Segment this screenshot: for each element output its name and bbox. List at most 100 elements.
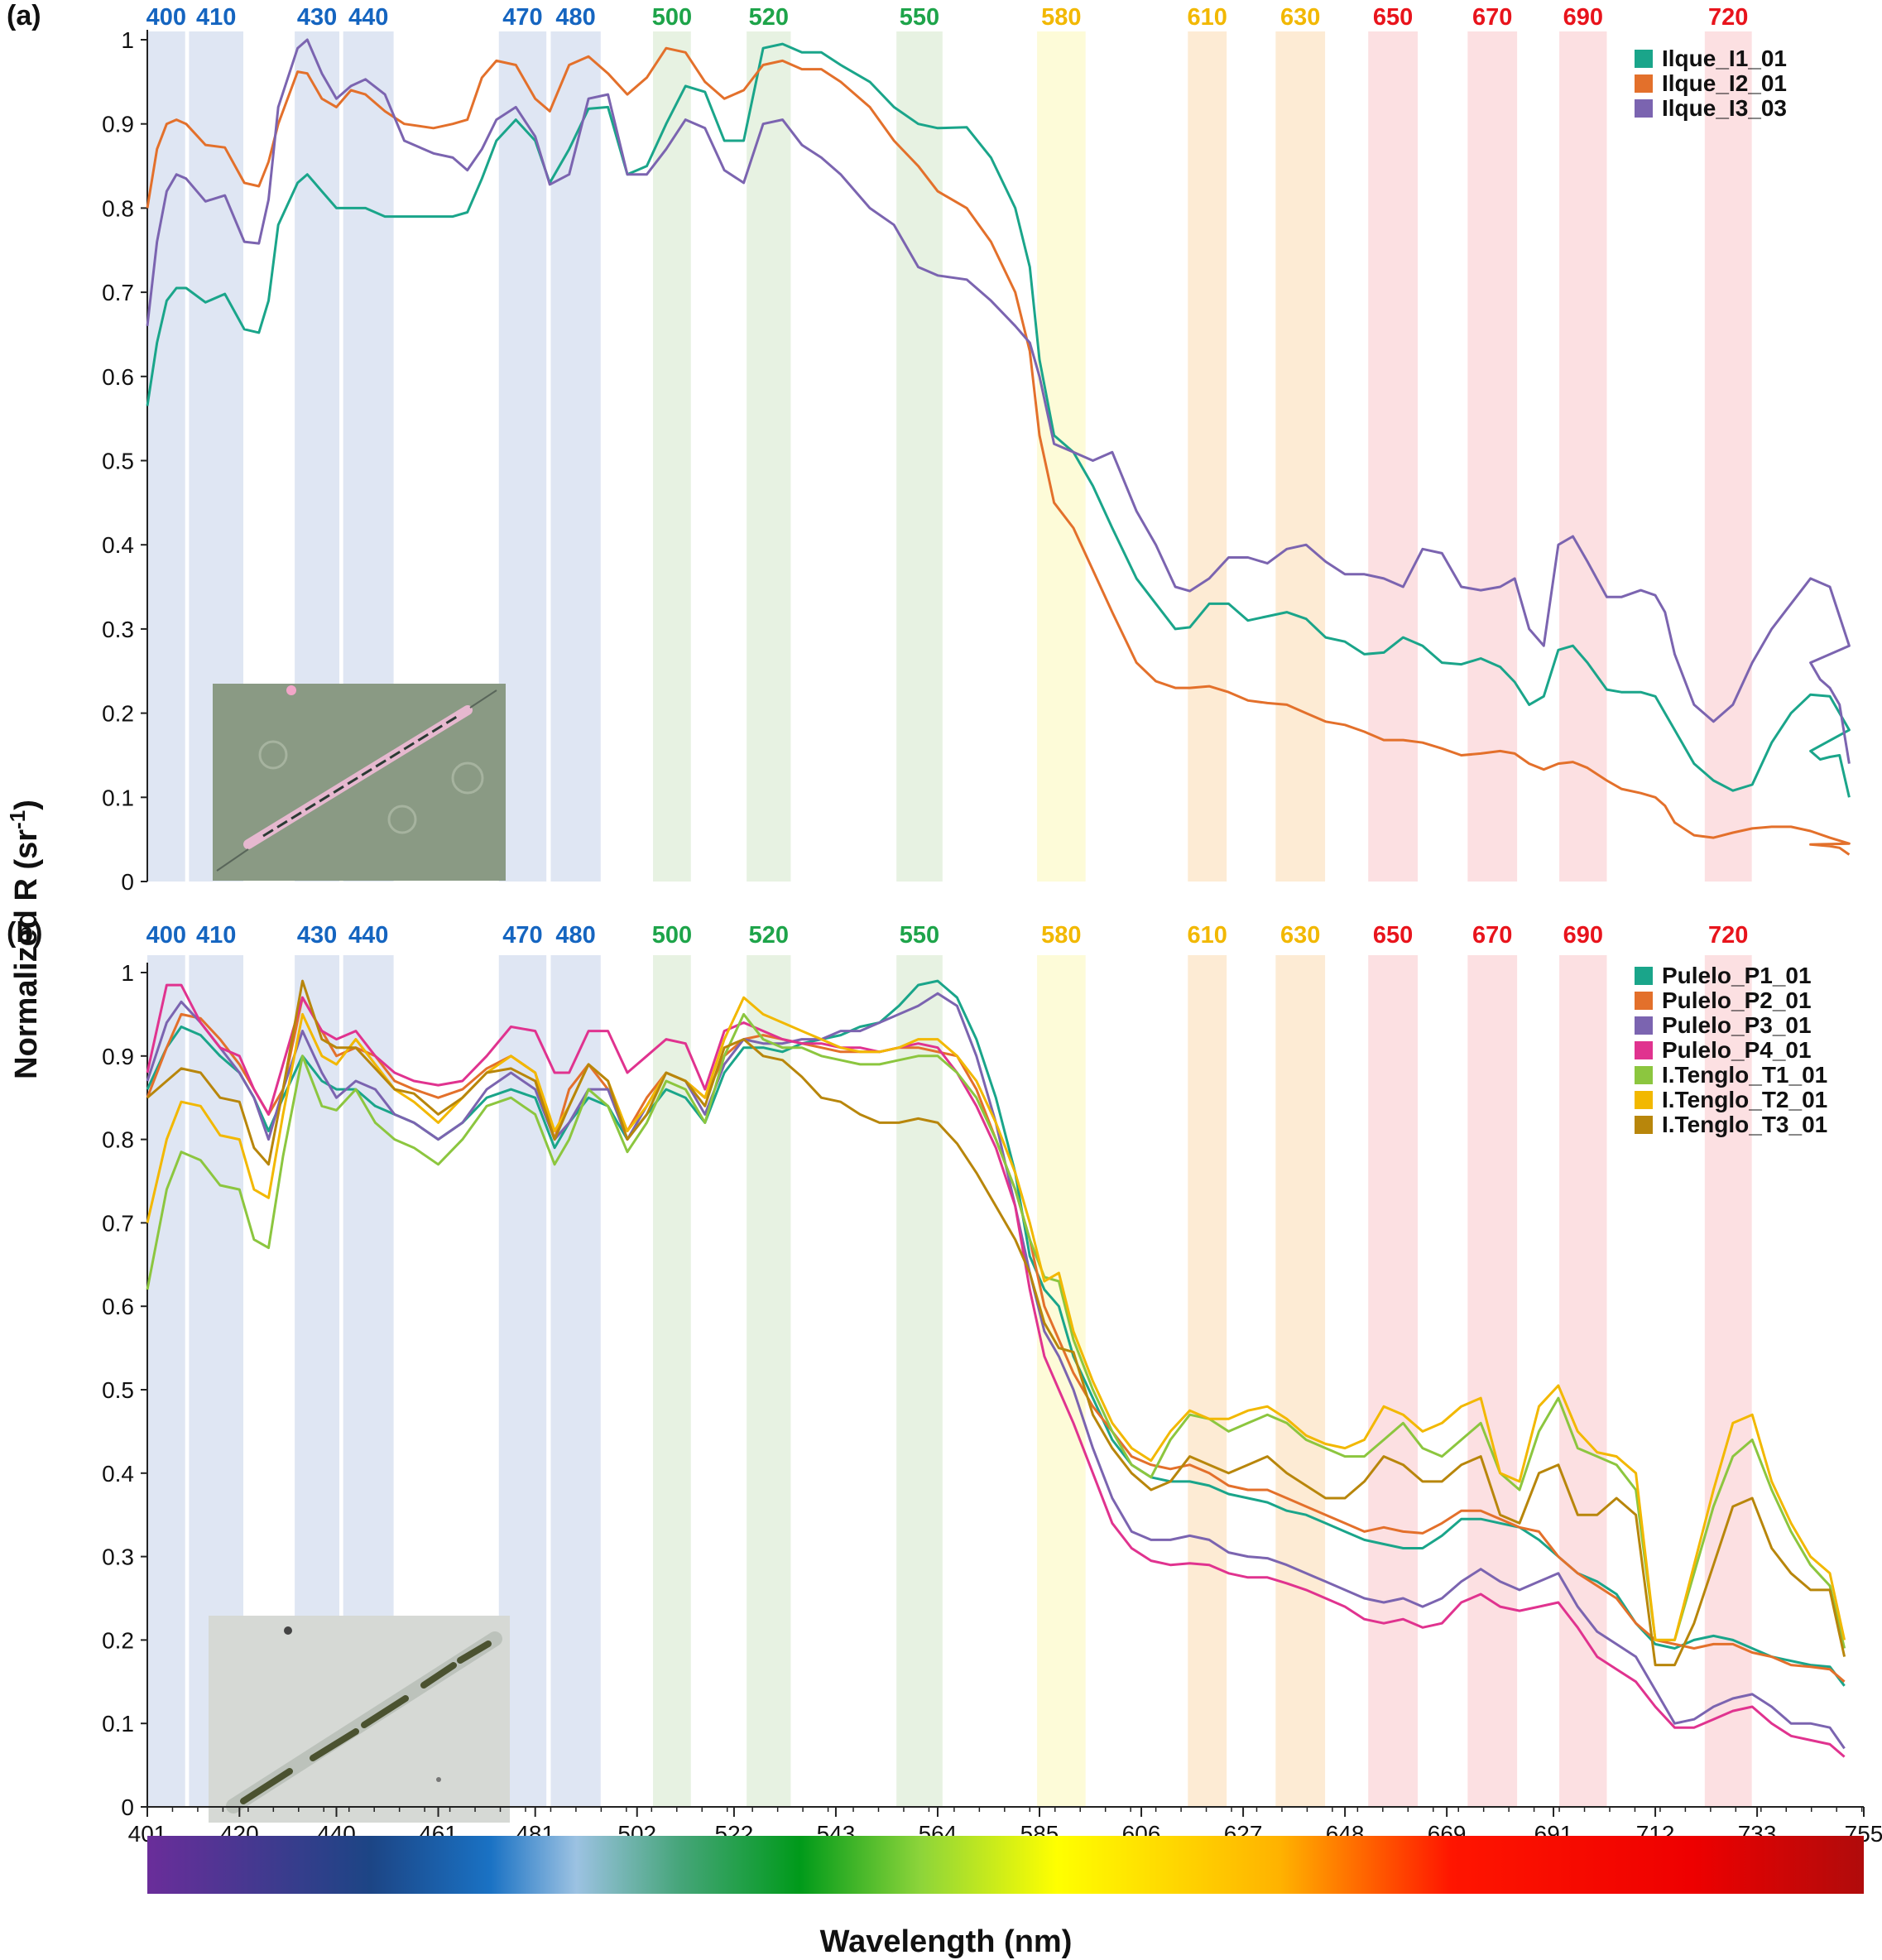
series-line-ilque-i1-01	[146, 42, 1851, 798]
band-label-610: 610	[1188, 4, 1227, 31]
band-label-580: 580	[1041, 922, 1081, 949]
legend-swatch	[1635, 1091, 1653, 1109]
y-tick-label: 0.5	[102, 449, 134, 474]
band-label-440: 440	[348, 4, 388, 31]
band-720-highlight	[1704, 31, 1752, 882]
y-tick-label: 0.9	[102, 112, 134, 137]
band-480-highlight	[550, 955, 601, 1807]
legend-swatch	[1635, 1016, 1653, 1035]
y-tick-label: 0.2	[102, 701, 134, 727]
band-label-410: 410	[196, 4, 236, 31]
band-label-650: 650	[1373, 922, 1413, 949]
band-650-highlight	[1368, 31, 1418, 882]
y-tick-label: 0.9	[102, 1044, 134, 1069]
band-label-410: 410	[196, 922, 236, 949]
y-tick-label: 0	[121, 869, 134, 895]
legend-label: Pulelo_P1_01	[1662, 963, 1812, 988]
band-label-400: 400	[146, 4, 186, 31]
y-tick-label: 0.7	[102, 280, 134, 305]
panel-b-legend: Pulelo_P1_01Pulelo_P2_01Pulelo_P3_01Pule…	[1635, 963, 1827, 1137]
y-axis-title-superscript: -1	[5, 810, 30, 829]
legend-label: Ilque_I3_03	[1662, 95, 1787, 121]
y-tick-label: 0.2	[102, 1627, 134, 1653]
panel-b-series-lines	[146, 979, 1846, 1758]
band-label-650: 650	[1373, 4, 1413, 31]
band-690-highlight	[1559, 31, 1607, 882]
legend-label: I.Tenglo_T2_01	[1662, 1087, 1827, 1112]
x-axis-title: Wavelength (nm)	[820, 1924, 1073, 1959]
y-tick-label: 0.4	[102, 1461, 134, 1487]
band-label-550: 550	[900, 922, 939, 949]
band-400-highlight	[147, 31, 185, 882]
band-630-highlight	[1275, 955, 1326, 1807]
legend-swatch	[1635, 50, 1653, 68]
band-label-630: 630	[1280, 922, 1320, 949]
y-tick-label: 0.8	[102, 1127, 134, 1153]
y-tick-label: 0.3	[102, 1544, 134, 1570]
band-label-690: 690	[1563, 922, 1603, 949]
band-610-highlight	[1188, 31, 1227, 882]
legend-label: I.Tenglo_T1_01	[1662, 1062, 1827, 1088]
band-670-highlight	[1467, 31, 1518, 882]
y-tick-label: 0.5	[102, 1377, 134, 1403]
y-tick-label: 1	[121, 27, 134, 53]
band-630-highlight	[1275, 31, 1326, 882]
band-520-highlight	[747, 31, 791, 882]
panel-b-y-axis: 0 0.1 0.2 0.3 0.4 0.5 0.6 0.7 0.8 0.9 1	[102, 960, 148, 1820]
band-label-430: 430	[297, 4, 337, 31]
legend-label: Ilque_I1_01	[1662, 46, 1787, 71]
band-690-highlight	[1559, 955, 1607, 1807]
y-tick-label: 0.7	[102, 1210, 134, 1236]
band-label-630: 630	[1280, 4, 1320, 31]
legend-swatch	[1635, 1066, 1653, 1084]
band-label-610: 610	[1188, 922, 1227, 949]
band-label-470: 470	[502, 922, 542, 949]
band-520-highlight	[747, 955, 791, 1807]
series-line-pulelo-p4-01	[146, 983, 1846, 1758]
y-tick-label: 0.3	[102, 617, 134, 642]
band-650-highlight	[1368, 955, 1418, 1807]
panel-a-band-labels: 400 410 430 440 470 480 500 520 550 580 610 630 650 6…	[146, 4, 1749, 31]
series-line-i-tenglo-t1-01	[146, 1012, 1846, 1649]
band-label-430: 430	[297, 922, 337, 949]
legend-label: Pulelo_P4_01	[1662, 1037, 1812, 1063]
band-610-highlight	[1188, 955, 1227, 1807]
panel-b: 400 410 430 440 470 480 500 520 550 580 610 630 650 6…	[7, 917, 1846, 1823]
band-label-440: 440	[348, 922, 388, 949]
legend-label: Ilque_I2_01	[1662, 70, 1787, 96]
band-label-580: 580	[1041, 4, 1081, 31]
panel-b-diatom-micrograph	[209, 1616, 510, 1823]
band-480-highlight	[550, 31, 601, 882]
legend-label: Pulelo_P3_01	[1662, 1012, 1812, 1038]
y-tick-label: 0	[121, 1794, 134, 1820]
band-label-690: 690	[1563, 4, 1603, 31]
band-label-670: 670	[1472, 4, 1512, 31]
band-label-400: 400	[146, 922, 186, 949]
panel-a: 400 410 430 440 470 480 500 520 550 580 610 630 650 6…	[7, 0, 1851, 895]
panel-b-letter: (b)	[7, 917, 42, 949]
legend-label: Pulelo_P2_01	[1662, 987, 1812, 1013]
band-720-highlight	[1704, 955, 1752, 1807]
y-tick-label: 0.1	[102, 1711, 134, 1737]
band-label-480: 480	[555, 4, 595, 31]
panel-a-letter: (a)	[7, 0, 41, 31]
legend-swatch	[1635, 1116, 1653, 1134]
band-label-480: 480	[555, 922, 595, 949]
series-line-ilque-i3-03	[146, 38, 1851, 764]
band-label-720: 720	[1708, 922, 1748, 949]
legend-swatch	[1635, 74, 1653, 93]
panel-a-diatom-micrograph	[213, 684, 506, 881]
legend-swatch	[1635, 99, 1653, 118]
y-axis-title-close: )	[9, 800, 44, 810]
band-470-highlight	[498, 31, 547, 882]
band-label-520: 520	[749, 922, 789, 949]
y-axis-title-text: Normalized R (sr	[9, 829, 44, 1079]
band-label-500: 500	[652, 922, 692, 949]
band-label-520: 520	[749, 4, 789, 31]
y-tick-label: 0.6	[102, 1294, 134, 1319]
band-670-highlight	[1467, 955, 1518, 1807]
panel-a-series-lines	[146, 38, 1851, 856]
series-line-i-tenglo-t3-01	[146, 979, 1846, 1667]
